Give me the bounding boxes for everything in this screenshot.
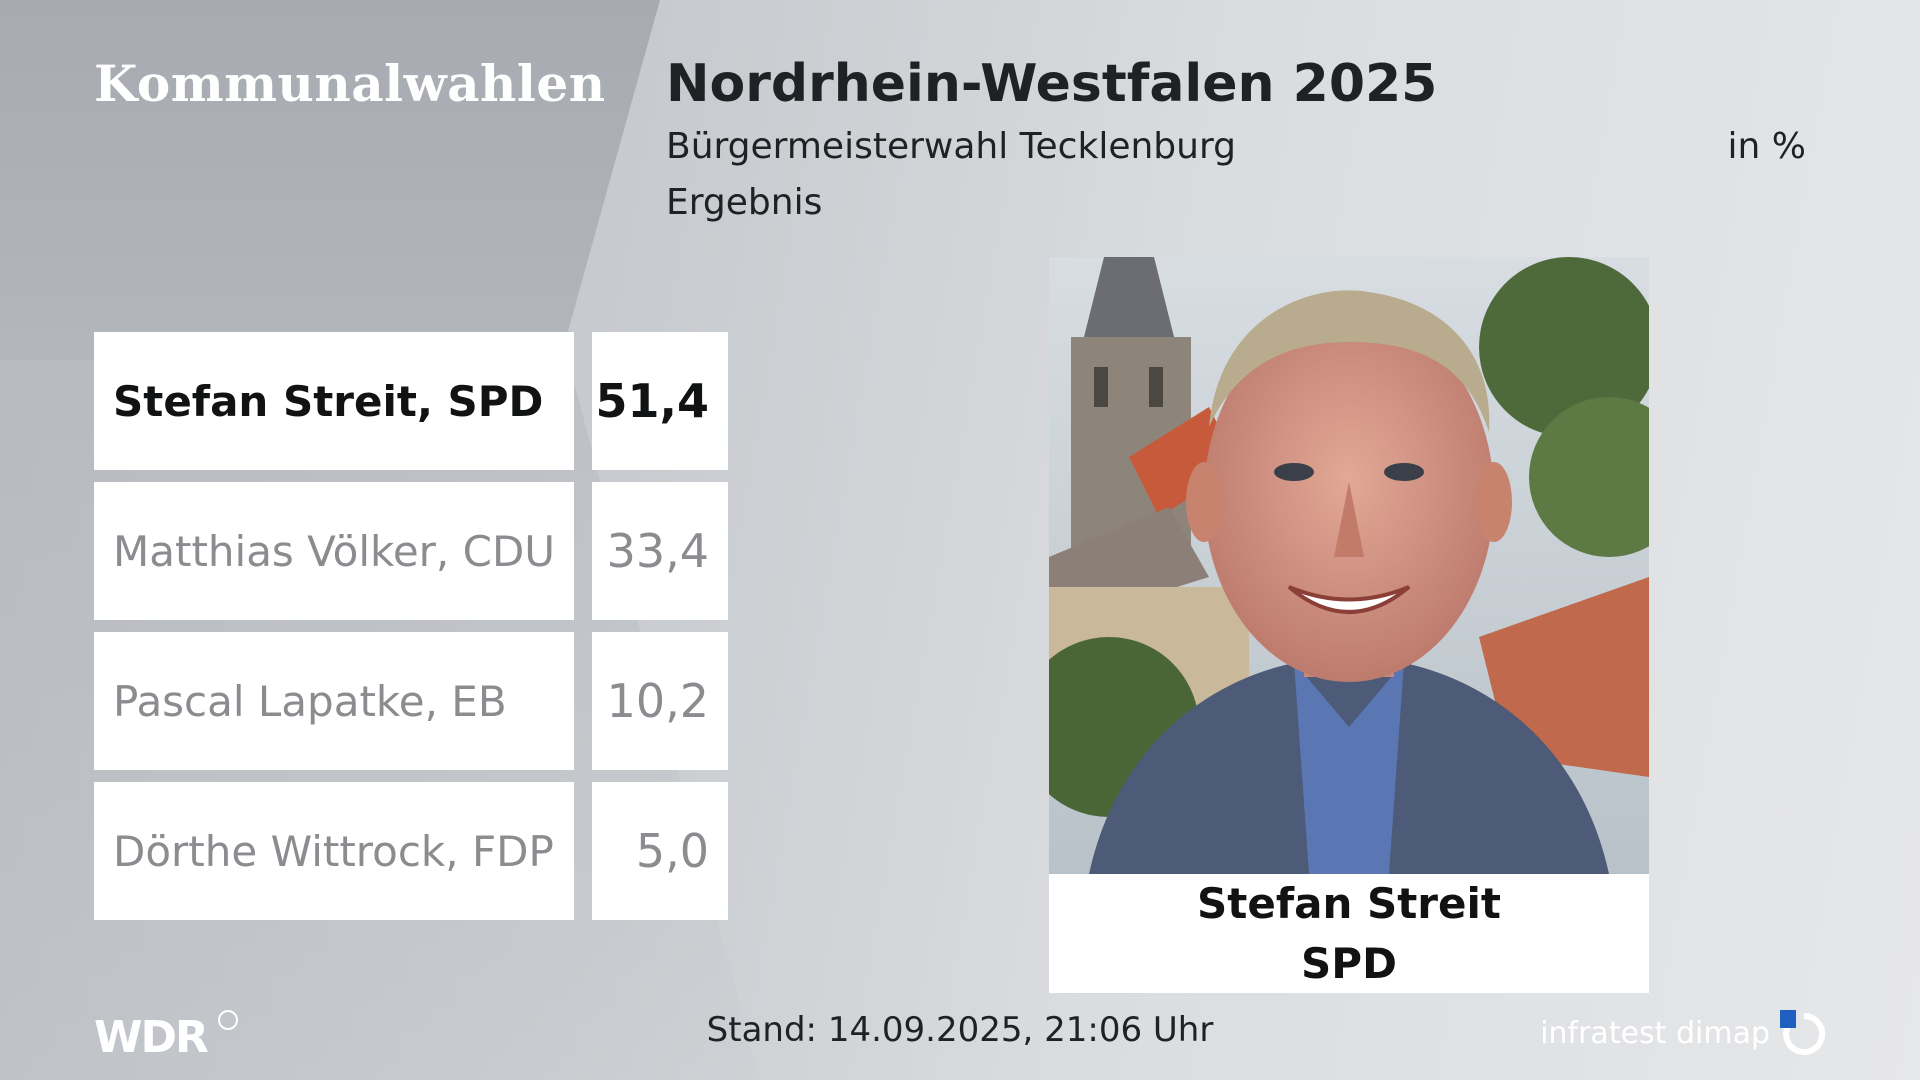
infratest-dimap-icon (1780, 1010, 1826, 1055)
result-row: Pascal Lapatke, EB 10,2 (94, 632, 728, 770)
winner-name: Stefan Streit (1197, 879, 1501, 928)
timestamp: Stand: 14.09.2025, 21:06 Uhr (706, 1010, 1214, 1050)
headline: Nordrhein-Westfalen 2025 (666, 54, 1438, 114)
result-row: Stefan Streit, SPD 51,4 (94, 332, 728, 470)
subline: Bürgermeisterwahl Tecklenburg in % (666, 124, 1806, 170)
result-row: Dörthe Wittrock, FDP 5,0 (94, 782, 728, 920)
candidate-value: 10,2 (592, 632, 728, 770)
candidate-value: 5,0 (592, 782, 728, 920)
result-row: Matthias Völker, CDU 33,4 (94, 482, 728, 620)
result-label: Ergebnis (666, 182, 823, 223)
brand-title: Kommunalwahlen (94, 54, 606, 113)
candidate-name: Stefan Streit, SPD (94, 332, 574, 470)
candidate-name: Dörthe Wittrock, FDP (94, 782, 574, 920)
background-left-panel (0, 0, 660, 360)
header: Nordrhein-Westfalen 2025 Bürgermeisterwa… (666, 52, 1806, 226)
portrait-illustration (1049, 257, 1649, 874)
wdr-logo: WDR (94, 1012, 209, 1063)
winner-caption: Stefan Streit SPD (1049, 874, 1649, 993)
source-label: infratest dimap (1540, 1016, 1770, 1051)
winner-party: SPD (1301, 939, 1397, 988)
ard-mark-icon (218, 1010, 238, 1030)
candidate-value: 51,4 (592, 332, 728, 470)
candidate-value: 33,4 (592, 482, 728, 620)
unit-label: in % (1727, 126, 1806, 167)
election-name: Bürgermeisterwahl Tecklenburg (666, 126, 1236, 167)
results-table: Stefan Streit, SPD 51,4 Matthias Völker,… (94, 332, 728, 932)
candidate-name: Matthias Völker, CDU (94, 482, 574, 620)
candidate-name: Pascal Lapatke, EB (94, 632, 574, 770)
winner-portrait (1049, 257, 1649, 874)
